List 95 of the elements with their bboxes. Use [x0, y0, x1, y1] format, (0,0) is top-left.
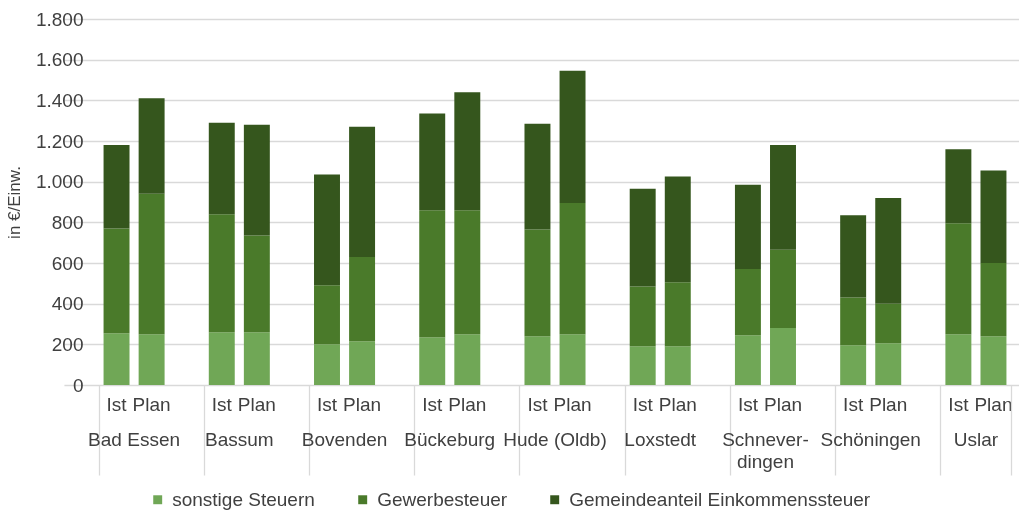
y-tick-label: 600: [51, 252, 84, 274]
x-tick-label: Ist: [106, 393, 128, 415]
y-tick-label: 1.600: [35, 49, 84, 71]
y-tick-label: 400: [51, 293, 84, 315]
bar: [945, 223, 972, 335]
bar: [208, 122, 235, 215]
bar: [770, 249, 796, 329]
bar: [314, 344, 340, 385]
legend-label: sonstige Steuern: [172, 488, 315, 510]
x-tick-label: Ist: [316, 393, 338, 415]
x-tick-label: Ist: [632, 393, 654, 415]
bar: [524, 336, 551, 385]
bar: [138, 193, 165, 335]
bar: [980, 336, 1007, 385]
bar: [980, 263, 1007, 337]
bar: [243, 235, 270, 333]
bar: [103, 145, 130, 229]
bar: [243, 124, 270, 236]
bar: [419, 113, 446, 211]
x-tick-label: Plan: [448, 393, 487, 415]
bar: [349, 126, 376, 257]
bar: [945, 334, 972, 385]
x-tick-label: Ist: [737, 393, 759, 415]
x-tick-label: Plan: [763, 393, 803, 415]
bar: [419, 210, 446, 338]
bar: [559, 334, 586, 385]
text: Uslar: [953, 429, 999, 450]
y-tick-label: 1.000: [35, 171, 84, 193]
bar: [734, 269, 761, 336]
bar: [314, 174, 340, 286]
text: Bassum: [204, 429, 274, 450]
bar: [349, 256, 376, 342]
bar: [138, 334, 165, 385]
y-tick-label: 1.200: [35, 130, 84, 152]
bar: [419, 337, 446, 385]
x-tick-label: Ist: [422, 393, 443, 415]
y-tick-label: 0: [72, 374, 84, 396]
bar: [454, 92, 481, 211]
bar: [524, 229, 551, 337]
bar: [840, 215, 867, 298]
x-tick-label: Ist: [948, 393, 970, 415]
bar: [980, 170, 1007, 263]
bar: [454, 210, 481, 335]
y-axis-title: in €/Einw.: [4, 166, 24, 239]
x-tick-label: Plan: [343, 393, 382, 415]
bar: [314, 285, 340, 345]
text: Loxstedt: [624, 429, 697, 450]
bar: [734, 335, 761, 385]
bar: [664, 176, 691, 283]
bar: [559, 203, 586, 335]
x-tick-label: Plan: [974, 393, 1013, 415]
bar: [770, 328, 796, 385]
bar: [840, 345, 867, 385]
x-tick-label: Plan: [869, 393, 908, 415]
x-tick-label: Plan: [658, 393, 697, 415]
x-tick-label: Ist: [211, 393, 233, 415]
bar: [629, 346, 656, 385]
x-tick-label: Ist: [843, 393, 864, 415]
bar: [349, 341, 376, 385]
legend-label: Gewerbesteuer: [377, 488, 508, 510]
text: Bovenden: [301, 429, 388, 450]
text: Schnever- dingen: [722, 429, 809, 472]
legend-label: Gemeindeanteil Einkommenssteuer: [569, 488, 871, 510]
bar: [208, 332, 235, 385]
text: Bückeburg: [404, 429, 496, 450]
bar: [629, 286, 656, 347]
bar: [208, 214, 235, 333]
y-tick-label: 1.800: [35, 8, 84, 30]
y-tick-label: 1.400: [35, 89, 84, 111]
bar: [840, 297, 867, 346]
x-tick-label: Plan: [132, 393, 171, 415]
y-tick-label: 800: [51, 211, 84, 233]
bar: [559, 70, 586, 204]
bar: [243, 332, 270, 385]
bar: [770, 145, 796, 250]
bar: [138, 98, 165, 194]
bar: [629, 188, 656, 287]
bar: [734, 184, 761, 270]
bar: [103, 333, 130, 385]
x-tick-label: Plan: [553, 393, 592, 415]
text: Hude (Oldb): [503, 429, 607, 450]
bar: [875, 197, 902, 304]
bar: [524, 123, 551, 230]
bar: [103, 228, 130, 334]
text: Schöningen: [820, 429, 921, 450]
bar: [664, 346, 691, 385]
bar: [664, 282, 691, 347]
bar: [945, 149, 972, 224]
bar: [875, 343, 902, 385]
bar: [875, 303, 902, 344]
x-tick-label: Ist: [527, 393, 549, 415]
x-tick-label: Plan: [237, 393, 276, 415]
y-tick-label: 200: [51, 333, 84, 355]
bar: [454, 334, 481, 385]
text: Bad Essen: [88, 429, 181, 450]
